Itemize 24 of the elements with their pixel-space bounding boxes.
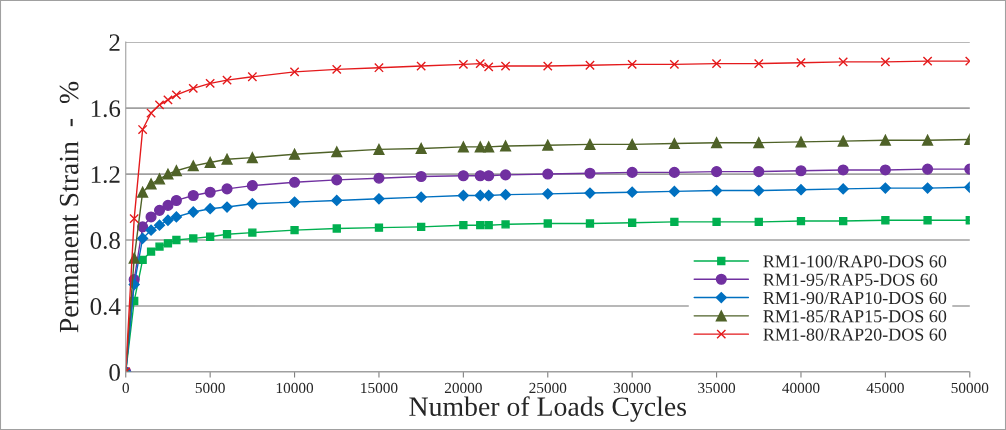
x-tick-label: 5000 <box>195 382 225 394</box>
x-tick-label: 30000 <box>613 382 651 394</box>
x-tick-label: 15000 <box>361 382 398 394</box>
legend-label: RM1-95/RAP5-DOS 60 <box>763 273 938 286</box>
legend-label: RM1-80/RAP20-DOS 60 <box>763 328 947 341</box>
x-tick-label: 20000 <box>444 382 482 394</box>
y-tick-label: 1.2 <box>91 166 120 184</box>
legend-label: RM1-90/RAP10-DOS 60 <box>763 291 947 305</box>
y-tick-label: 2 <box>109 34 120 51</box>
legend-label: RM1-85/RAP15-DOS 60 <box>763 310 947 323</box>
x-tick-label: 35000 <box>698 382 736 394</box>
y-axis-title: Permanent Strain - % <box>59 81 79 333</box>
x-tick-label: 0 <box>122 382 129 394</box>
x-tick-label: 45000 <box>866 382 904 394</box>
legend-label: RM1-100/RAP0-DOS 60 <box>763 255 947 268</box>
y-tick-label: 0.8 <box>90 232 120 250</box>
x-tick-label: 10000 <box>276 382 314 394</box>
y-tick-label: 0 <box>109 364 120 381</box>
x-tick-label: 25000 <box>529 382 567 394</box>
y-tick-label: 1.6 <box>91 100 121 118</box>
y-tick-label: 0.4 <box>90 298 121 316</box>
x-axis-title: Number of Loads Cycles <box>409 396 686 422</box>
x-tick-label: 50000 <box>951 382 989 394</box>
x-tick-label: 40000 <box>782 382 820 394</box>
